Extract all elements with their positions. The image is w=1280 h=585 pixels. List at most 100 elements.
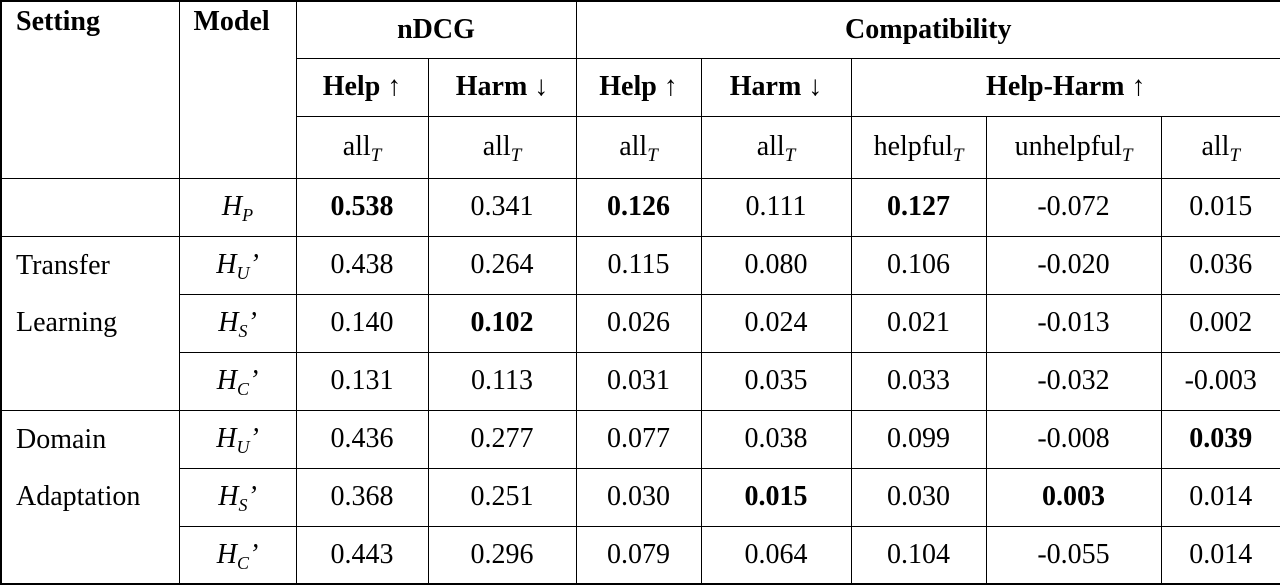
metric-header: Harm ↓ bbox=[700, 57, 852, 117]
metric-text: Help ↑ bbox=[322, 71, 402, 102]
value-cell: -0.003 bbox=[1160, 351, 1280, 411]
model-base: H bbox=[221, 191, 243, 222]
setting-line: Transfer bbox=[16, 249, 110, 281]
subset-subscript: T bbox=[952, 145, 964, 166]
value-text: 0.031 bbox=[607, 365, 671, 396]
model-prime: ’ bbox=[249, 423, 259, 454]
value-text: 0.111 bbox=[745, 191, 807, 222]
value-text: 0.015 bbox=[744, 481, 808, 512]
value-cell: 0.024 bbox=[700, 293, 852, 353]
model-cell: HC’ bbox=[178, 351, 297, 411]
value-cell: 0.033 bbox=[850, 351, 987, 411]
value-cell: 0.113 bbox=[427, 351, 577, 411]
value-text: 0.296 bbox=[470, 538, 534, 570]
metric-text: Help-Harm ↑ bbox=[986, 71, 1146, 102]
value-text: 0.077 bbox=[607, 423, 671, 454]
header-text: nDCG bbox=[397, 13, 475, 45]
model-base: H bbox=[216, 365, 237, 396]
value-cell: -0.072 bbox=[985, 177, 1162, 237]
value-cell: 0.102 bbox=[427, 293, 577, 353]
value-text: 0.026 bbox=[607, 307, 671, 338]
subset-subscript: T bbox=[784, 145, 796, 166]
model-cell: HS’ bbox=[178, 293, 297, 353]
metric-header: Harm ↓ bbox=[427, 57, 577, 117]
value-cell: 0.115 bbox=[575, 235, 702, 295]
value-cell: 0.038 bbox=[700, 409, 852, 469]
model-subscript: S bbox=[238, 495, 248, 515]
value-cell: 0.031 bbox=[575, 351, 702, 411]
value-text: 0.140 bbox=[330, 307, 394, 338]
value-cell: 0.277 bbox=[427, 409, 577, 469]
table-row: Setting Model nDCG Compatibility bbox=[0, 0, 1280, 179]
value-text: 0.131 bbox=[330, 365, 394, 396]
value-text: 0.099 bbox=[887, 423, 951, 454]
value-text: 0.033 bbox=[887, 365, 951, 396]
value-text: 0.038 bbox=[744, 423, 808, 454]
model-prime: ’ bbox=[248, 538, 259, 570]
subset-text: all bbox=[756, 131, 785, 162]
subset-header: allT bbox=[575, 115, 702, 179]
value-cell: 0.538 bbox=[295, 177, 429, 237]
subset-header: allT bbox=[700, 115, 852, 179]
value-cell: -0.055 bbox=[985, 525, 1162, 585]
value-cell: 0.015 bbox=[700, 467, 852, 527]
value-cell: 0.099 bbox=[850, 409, 987, 469]
value-cell: 0.127 bbox=[850, 177, 987, 237]
value-text: 0.436 bbox=[330, 423, 394, 454]
model-prime: ’ bbox=[247, 481, 257, 512]
model-base: H bbox=[218, 307, 239, 338]
value-text: 0.115 bbox=[607, 249, 670, 280]
subset-subscript: T bbox=[647, 145, 658, 166]
value-text: 0.039 bbox=[1189, 423, 1253, 454]
value-text: -0.055 bbox=[1037, 538, 1110, 570]
setting-line: Adaptation bbox=[16, 480, 141, 512]
value-text: 0.438 bbox=[330, 249, 394, 280]
model-subscript: P bbox=[242, 205, 254, 225]
model-base: H bbox=[216, 538, 237, 570]
table-row: HP 0.538 0.341 0.126 0.111 0.127 -0.072 0.015 bbox=[0, 177, 1280, 237]
model-cell: HS’ bbox=[178, 467, 297, 527]
model-prime: ’ bbox=[248, 365, 259, 396]
value-cell: 0.015 bbox=[1160, 177, 1280, 237]
subset-subscript: T bbox=[1121, 145, 1133, 166]
value-text: 0.014 bbox=[1189, 481, 1253, 512]
value-text: 0.443 bbox=[330, 538, 394, 570]
value-text: 0.015 bbox=[1189, 191, 1253, 222]
value-text: 0.368 bbox=[330, 481, 394, 512]
header-cell: Compatibility bbox=[575, 0, 1280, 59]
value-cell: -0.032 bbox=[985, 351, 1162, 411]
subset-header: allT bbox=[427, 115, 577, 179]
value-cell: 0.002 bbox=[1160, 293, 1280, 353]
subset-subscript: T bbox=[1229, 145, 1241, 166]
table-row: HS’ 0.368 0.251 0.030 0.015 0.030 0.003 0.014 bbox=[1, 467, 1280, 527]
value-text: -0.032 bbox=[1037, 365, 1110, 396]
value-cell: 0.080 bbox=[700, 235, 852, 295]
value-text: 0.064 bbox=[744, 538, 808, 570]
value-text: 0.113 bbox=[471, 365, 533, 396]
value-text: 0.126 bbox=[607, 191, 671, 222]
value-text: 0.002 bbox=[1189, 307, 1253, 338]
value-text: 0.341 bbox=[470, 191, 534, 222]
value-text: 0.102 bbox=[470, 307, 534, 338]
model-cell: HU’ bbox=[178, 235, 297, 295]
value-text: 0.104 bbox=[887, 538, 951, 570]
value-text: 0.251 bbox=[470, 481, 534, 512]
value-cell: -0.020 bbox=[985, 235, 1162, 295]
setting-cell bbox=[0, 177, 180, 237]
model-base: H bbox=[218, 481, 239, 512]
value-cell: 0.264 bbox=[427, 235, 577, 295]
model-cell: HC’ bbox=[178, 525, 297, 585]
value-cell: 0.035 bbox=[700, 351, 852, 411]
model-cell: HP bbox=[178, 177, 297, 237]
value-cell: -0.008 bbox=[985, 409, 1162, 469]
model-prime: ’ bbox=[247, 307, 257, 338]
setting-cell: Domain Adaptation bbox=[0, 409, 180, 585]
subset-header: unhelpfulT bbox=[985, 115, 1162, 179]
table-row: HS’ 0.140 0.102 0.026 0.024 0.021 -0.013 0.002 bbox=[1, 293, 1280, 353]
value-text: 0.036 bbox=[1189, 249, 1253, 280]
value-cell: 0.064 bbox=[700, 525, 852, 585]
value-cell: 0.341 bbox=[427, 177, 577, 237]
value-text: 0.030 bbox=[607, 481, 671, 512]
subset-text: unhelpful bbox=[1014, 131, 1122, 162]
